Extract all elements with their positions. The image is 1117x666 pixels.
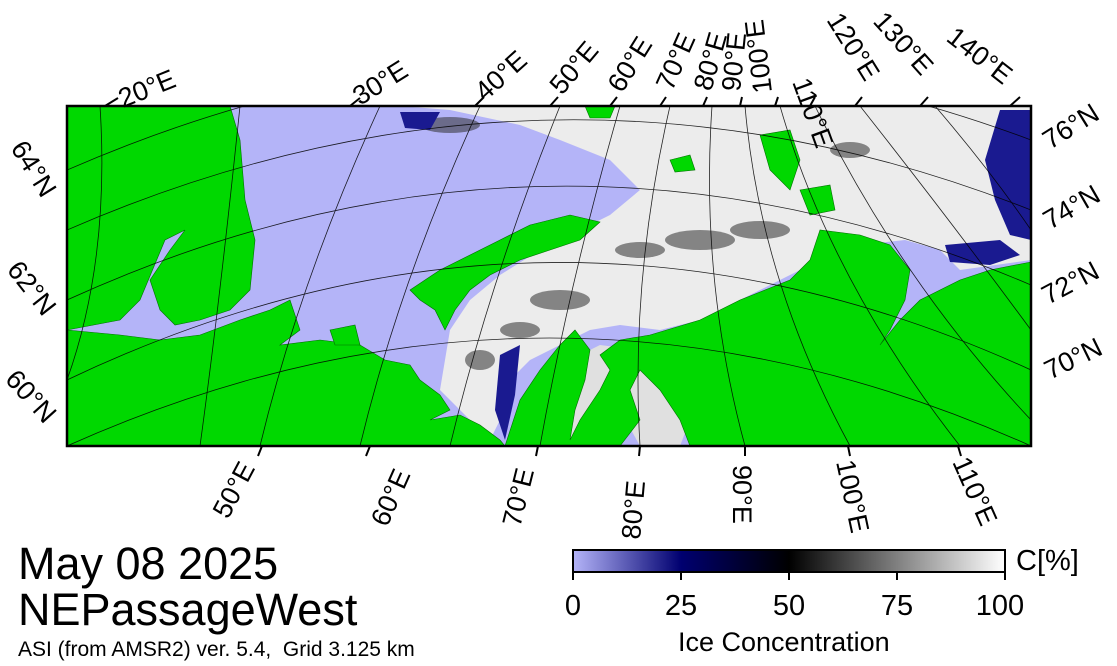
lon-label-bottom: 90°E bbox=[727, 465, 757, 524]
land-siberia bbox=[504, 229, 1031, 446]
land-russia-south bbox=[67, 299, 506, 446]
lon-label-bottom: 100°E bbox=[830, 457, 875, 535]
lon-label-bottom: 80°E bbox=[616, 479, 651, 540]
lon-label-bottom: 50°E bbox=[207, 457, 261, 523]
colorbar-tick-label: 0 bbox=[564, 590, 582, 622]
colorbar-tick-label: 50 bbox=[772, 590, 806, 622]
colorbar-tick-label: 25 bbox=[664, 590, 698, 622]
lat-label-right: 72°N bbox=[1037, 255, 1104, 310]
graticule bbox=[67, 106, 1031, 446]
lon-label-bottom: 70°E bbox=[497, 465, 540, 529]
product-info: ASI (from AMSR2) ver. 5.4, Grid 3.125 km bbox=[18, 638, 415, 661]
bottom-longitude-labels: 50°E 60°E 70°E 80°E 90°E 100°E 110°E bbox=[207, 452, 1003, 540]
lon-label-top: 140°E bbox=[941, 21, 1018, 90]
lat-label-right: 74°N bbox=[1038, 179, 1105, 235]
lat-label-right: 76°N bbox=[1037, 98, 1104, 155]
sea-ice-kara bbox=[400, 106, 1031, 440]
map-frame bbox=[65, 104, 1033, 448]
region-name: NEPassageWest bbox=[18, 584, 358, 635]
lat-label-left: 64°N bbox=[5, 135, 62, 202]
colorbar-tick-label: 100 bbox=[975, 590, 1025, 622]
map-area bbox=[67, 106, 1031, 446]
colorbar bbox=[572, 549, 1006, 573]
land bbox=[67, 106, 1031, 446]
colorbar-tick-label: 75 bbox=[880, 590, 914, 622]
lon-label-bottom: 60°E bbox=[365, 464, 416, 530]
colorbar-unit: C[%] bbox=[1016, 545, 1079, 577]
colorbar-caption: Ice Concentration bbox=[678, 627, 890, 657]
right-latitude-labels: 76°N 74°N 72°N 70°N bbox=[1037, 98, 1107, 386]
lon-label-top: 30°E bbox=[347, 54, 413, 111]
left-latitude-labels: 64°N 62°N 60°N bbox=[0, 135, 62, 429]
land-novaya-zemlya bbox=[409, 214, 601, 331]
lon-label-bottom: 110°E bbox=[947, 452, 1004, 530]
frame-ticks bbox=[104, 96, 1021, 457]
lat-label-right: 70°N bbox=[1039, 332, 1106, 385]
lat-label-left: 62°N bbox=[1, 255, 62, 321]
ice-texture bbox=[420, 117, 870, 370]
map-date: May 08 2025 bbox=[18, 538, 279, 589]
lon-label-top: 50°E bbox=[544, 35, 605, 99]
colorbar-ticks bbox=[572, 572, 1006, 580]
lon-label-top: 40°E bbox=[469, 45, 533, 107]
land-scandinavia bbox=[67, 106, 256, 331]
lon-label-top: 60°E bbox=[602, 31, 659, 97]
lat-label-left: 60°N bbox=[0, 364, 62, 429]
lon-label-top: 90°E bbox=[716, 31, 752, 93]
